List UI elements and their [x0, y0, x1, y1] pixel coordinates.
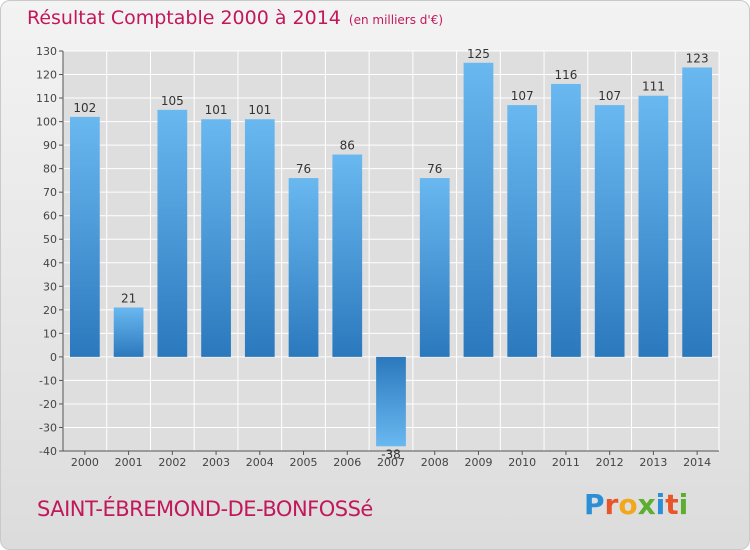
data-label: 107 [511, 89, 534, 103]
y-tick-label: -30 [39, 421, 57, 434]
data-label: 105 [161, 94, 184, 108]
x-tick-label: 2007 [377, 456, 405, 469]
x-tick-label: 2013 [639, 456, 667, 469]
y-tick-label: 80 [43, 163, 57, 176]
data-label: 86 [340, 139, 355, 153]
data-label: 76 [296, 162, 311, 176]
y-tick-label: -40 [39, 445, 57, 458]
commune-name: SAINT-ÉBREMOND-DE-BONFOSSé [37, 497, 373, 521]
y-tick-label: 120 [36, 69, 57, 82]
y-tick-label: 20 [43, 304, 57, 317]
bar-2009 [463, 62, 494, 357]
chart-subtitle: (en milliers d'€) [348, 13, 444, 27]
bar-2006 [332, 154, 363, 357]
bar-2011 [551, 83, 581, 357]
bar-2007 [376, 356, 406, 447]
y-tick-label: 130 [36, 45, 57, 58]
y-tick-label: -10 [39, 374, 57, 387]
data-label: 107 [598, 89, 621, 103]
bar-2002 [157, 109, 188, 357]
proxiti-logo[interactable]: Proxiti [584, 488, 688, 521]
data-label: 101 [205, 103, 228, 117]
data-label: 101 [248, 103, 271, 117]
data-label: 123 [686, 51, 709, 65]
y-tick-label: 0 [50, 351, 57, 364]
logo-letter: o [618, 488, 638, 521]
bar-2012 [594, 105, 625, 357]
y-tick-label: 100 [36, 116, 57, 129]
y-tick-label: 40 [43, 257, 57, 270]
chart-title: Résultat Comptable 2000 à 2014 (en millie… [27, 7, 443, 29]
x-tick-label: 2004 [246, 456, 274, 469]
logo-letter: t [665, 488, 679, 521]
y-tick-label: 10 [43, 327, 57, 340]
y-tick-label: 90 [43, 139, 57, 152]
data-label: 21 [121, 291, 136, 305]
bar-2008 [419, 178, 450, 357]
bars [69, 62, 713, 447]
bar-2004 [244, 119, 275, 357]
bar-2014 [682, 67, 713, 357]
axes: 1301201101009080706050403020100-10-20-30… [36, 45, 719, 469]
y-tick-label: 70 [43, 186, 57, 199]
x-tick-label: 2003 [202, 456, 230, 469]
x-tick-label: 2000 [71, 456, 99, 469]
x-tick-label: 2011 [552, 456, 580, 469]
data-label: 111 [642, 80, 665, 94]
data-label: -38 [381, 447, 401, 461]
y-tick-label: 110 [36, 92, 57, 105]
bar-2001 [113, 307, 144, 357]
y-tick-label: 30 [43, 280, 57, 293]
x-tick-label: 2008 [421, 456, 449, 469]
data-label: 116 [554, 68, 577, 82]
y-tick-label: 60 [43, 210, 57, 223]
data-label: 102 [73, 101, 96, 115]
bar-2005 [288, 178, 319, 357]
x-tick-label: 2006 [333, 456, 361, 469]
x-tick-label: 2010 [508, 456, 536, 469]
data-label: 76 [427, 162, 442, 176]
y-tick-label: 50 [43, 233, 57, 246]
x-tick-label: 2012 [596, 456, 624, 469]
x-tick-label: 2005 [290, 456, 318, 469]
logo-letter: i [678, 488, 689, 521]
x-tick-label: 2014 [683, 456, 711, 469]
data-label: 125 [467, 47, 490, 61]
bar-2003 [201, 119, 231, 357]
logo-letter: i [655, 488, 666, 521]
chart-title-text: Résultat Comptable 2000 à 2014 [27, 7, 341, 29]
logo-letter: P [584, 488, 605, 521]
x-tick-label: 2009 [464, 456, 492, 469]
x-tick-label: 2001 [115, 456, 143, 469]
logo-letter: x [637, 488, 656, 521]
logo-letter: r [604, 488, 619, 521]
data-labels: 102 21 105 101 101 76 86 -38 76 125 107 116 107 111 12… [73, 47, 708, 462]
bar-2013 [638, 95, 669, 357]
bar-2010 [507, 105, 538, 357]
bar-2000 [69, 116, 100, 357]
y-tick-label: -20 [39, 398, 57, 411]
x-tick-label: 2002 [158, 456, 186, 469]
